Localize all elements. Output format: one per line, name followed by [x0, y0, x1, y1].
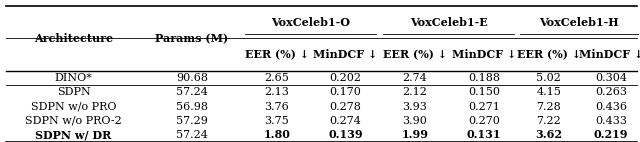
- Text: EER (%) ↓: EER (%) ↓: [244, 49, 309, 60]
- Text: MinDCF ↓: MinDCF ↓: [579, 49, 640, 60]
- Text: 7.28: 7.28: [536, 102, 561, 111]
- Text: Params (M): Params (M): [156, 33, 228, 44]
- Text: 7.22: 7.22: [536, 116, 561, 126]
- Text: EER (%) ↓: EER (%) ↓: [516, 49, 581, 60]
- Text: 2.65: 2.65: [264, 73, 289, 83]
- Text: 3.75: 3.75: [264, 116, 289, 126]
- Text: 0.139: 0.139: [328, 129, 363, 140]
- Text: 3.76: 3.76: [264, 102, 289, 111]
- Text: 0.278: 0.278: [330, 102, 362, 111]
- Text: 0.188: 0.188: [468, 73, 500, 83]
- Text: 57.29: 57.29: [176, 116, 208, 126]
- Text: MinDCF ↓: MinDCF ↓: [314, 49, 378, 60]
- Text: 0.131: 0.131: [467, 129, 501, 140]
- Text: SDPN w/o PRO-2: SDPN w/o PRO-2: [25, 116, 122, 126]
- Text: 5.02: 5.02: [536, 73, 561, 83]
- Text: 57.24: 57.24: [176, 87, 208, 97]
- Text: 2.13: 2.13: [264, 87, 289, 97]
- Text: 3.90: 3.90: [403, 116, 428, 126]
- Text: 3.62: 3.62: [535, 129, 563, 140]
- Text: VoxCeleb1-H: VoxCeleb1-H: [540, 16, 619, 28]
- Text: 1.99: 1.99: [401, 129, 429, 140]
- Text: 2.12: 2.12: [403, 87, 428, 97]
- Text: 57.24: 57.24: [176, 130, 208, 140]
- Text: 90.68: 90.68: [176, 73, 208, 83]
- Text: 0.170: 0.170: [330, 87, 362, 97]
- Text: DINO*: DINO*: [54, 73, 93, 83]
- Text: 0.270: 0.270: [468, 116, 500, 126]
- Text: SDPN w/o PRO: SDPN w/o PRO: [31, 102, 116, 111]
- Text: SDPN: SDPN: [57, 87, 90, 97]
- Text: 0.274: 0.274: [330, 116, 362, 126]
- Text: 0.304: 0.304: [595, 73, 627, 83]
- Text: 4.15: 4.15: [536, 87, 561, 97]
- Text: 0.219: 0.219: [594, 129, 628, 140]
- Text: 56.98: 56.98: [176, 102, 208, 111]
- Text: 0.433: 0.433: [595, 116, 627, 126]
- Text: MinDCF ↓: MinDCF ↓: [452, 49, 516, 60]
- Text: EER (%) ↓: EER (%) ↓: [383, 49, 447, 60]
- Text: 0.436: 0.436: [595, 102, 627, 111]
- Text: VoxCeleb1-E: VoxCeleb1-E: [410, 16, 488, 28]
- Text: SDPN w/ DR: SDPN w/ DR: [35, 129, 112, 140]
- Text: 1.80: 1.80: [264, 129, 290, 140]
- Text: Architecture: Architecture: [34, 33, 113, 44]
- Text: VoxCeleb1-O: VoxCeleb1-O: [271, 16, 350, 28]
- Text: 2.74: 2.74: [403, 73, 428, 83]
- Text: 3.93: 3.93: [403, 102, 428, 111]
- Text: 0.202: 0.202: [330, 73, 362, 83]
- Text: 0.150: 0.150: [468, 87, 500, 97]
- Text: 0.263: 0.263: [595, 87, 627, 97]
- Text: 0.271: 0.271: [468, 102, 500, 111]
